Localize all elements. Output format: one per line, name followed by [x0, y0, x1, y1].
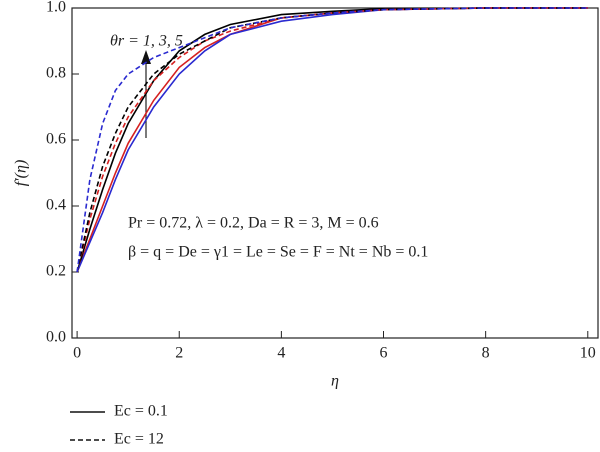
y-tick-label: 0.0 [46, 329, 66, 346]
legend-label: Ec = 0.1 [114, 403, 168, 420]
line [76, 7, 588, 273]
plot-frame [71, 7, 599, 339]
x-tick-label: 8 [482, 345, 490, 362]
line [76, 7, 588, 273]
x-tick-label: 6 [380, 345, 388, 362]
x-tick-label: 2 [175, 345, 183, 362]
x-axis-label: η [331, 373, 339, 390]
y-axis-label: f′(η) [13, 160, 30, 187]
y-tick-label: 0.4 [46, 197, 66, 214]
y-tick-label: 0.2 [46, 263, 66, 280]
annotation: β = q = De = γ1 = Le = Se = F = Nt = Nb … [128, 244, 428, 261]
y-tick-label: 0.6 [46, 131, 66, 148]
legend-label: Ec = 12 [114, 431, 164, 448]
x-tick-label: 10 [580, 345, 596, 362]
annotation: Pr = 0.72, λ = 0.2, Da = R = 3, M = 0.6 [128, 215, 379, 232]
line [76, 7, 588, 273]
arrow-head [141, 50, 151, 64]
x-tick-label: 0 [73, 345, 81, 362]
annotation: θr = 1, 3, 5 [110, 33, 183, 50]
y-tick-label: 0.8 [46, 65, 66, 82]
y-tick-label: 1.0 [46, 0, 66, 16]
x-tick-label: 4 [277, 345, 285, 362]
